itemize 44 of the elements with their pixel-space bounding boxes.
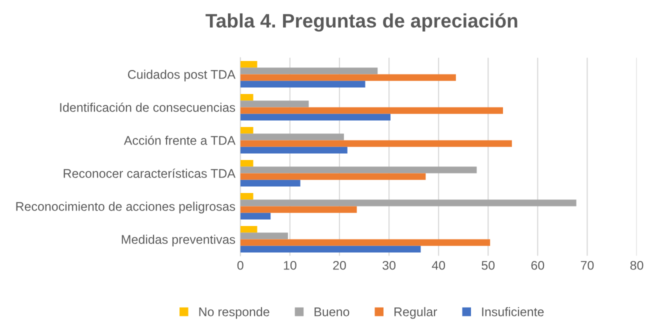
bar — [240, 160, 254, 167]
bar — [240, 114, 391, 120]
legend-label: No responde — [199, 307, 270, 319]
x-tick-label: 80 — [630, 260, 644, 270]
x-tick-label: 50 — [482, 260, 495, 270]
y-tick-label: Acción frente a TDA — [124, 136, 236, 145]
bar — [240, 94, 254, 101]
legend-label: Insuficiente — [482, 307, 544, 316]
bar — [240, 61, 258, 68]
bar — [240, 200, 576, 206]
x-tick-label: 60 — [531, 260, 544, 270]
bar — [240, 232, 288, 240]
chart-title: Tabla 4. Preguntas de apreciación — [206, 13, 518, 32]
y-tick-label: Reconocimiento de acciones peligrosas — [16, 202, 236, 214]
bar — [240, 180, 300, 186]
y-tick-label: Medidas preventivas — [122, 234, 236, 246]
x-tick-label: 10 — [284, 260, 296, 270]
bar — [240, 74, 456, 81]
bar — [240, 134, 344, 140]
bar — [240, 100, 309, 108]
x-tick-label: 30 — [382, 260, 396, 270]
y-tick-label: Reconocer características TDA — [64, 168, 236, 178]
bar — [240, 226, 258, 233]
bar — [240, 212, 271, 220]
bar — [240, 107, 503, 114]
bar — [240, 80, 366, 88]
bar — [240, 193, 254, 200]
bar — [240, 206, 357, 213]
y-tick-label: Identificación de consecuencias — [60, 102, 236, 112]
bar — [240, 173, 426, 180]
bar — [240, 239, 490, 246]
bar — [240, 140, 512, 147]
bar — [240, 127, 254, 134]
bar — [240, 68, 378, 74]
x-tick-label: 40 — [432, 260, 446, 270]
x-tick-label: 0 — [237, 260, 244, 270]
x-tick-label: 20 — [333, 260, 346, 270]
legend-label: Regular — [394, 307, 438, 319]
bar — [240, 246, 421, 252]
bar — [240, 166, 477, 174]
legend-label: Bueno — [314, 308, 350, 316]
y-tick-label: Cuidados post TDA — [128, 70, 236, 82]
bar — [240, 146, 348, 154]
x-tick-label: 70 — [580, 260, 594, 270]
